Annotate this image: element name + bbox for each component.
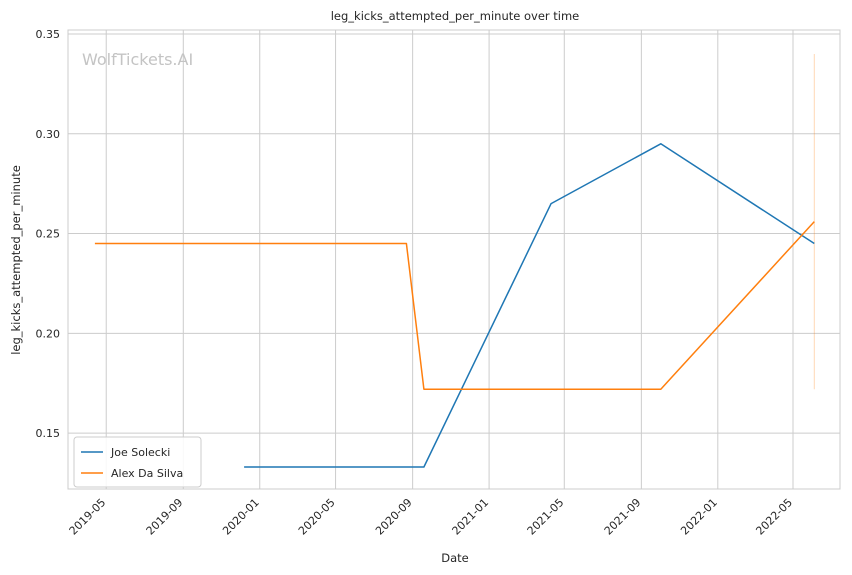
x-tick-label: 2020-05: [296, 496, 338, 538]
plot-area-frame: [67, 29, 841, 490]
x-tick-label: 2019-05: [67, 496, 109, 538]
x-tick-labels: 2019-05 2019-09 2020-01 2020-05 2020-09 2021-…: [67, 496, 795, 538]
series-line-1: [244, 143, 815, 468]
chart-title: leg_kicks_attempted_per_minute over time: [331, 9, 580, 23]
legend-label: Joe Solecki: [110, 446, 170, 459]
x-tick-label: 2022-05: [753, 496, 795, 538]
watermark-text: WolfTickets.AI: [82, 50, 193, 69]
y-gridlines: [68, 33, 840, 434]
legend-box: [73, 436, 202, 488]
x-tick-label: 2021-05: [525, 496, 567, 538]
x-tick-label: 2021-09: [602, 496, 644, 538]
x-axis-title: Date: [441, 551, 469, 565]
y-tick-label: 0.20: [36, 327, 61, 340]
legend-label: Alex Da Silva: [111, 467, 183, 480]
legend: Joe Solecki Alex Da Silva: [73, 436, 202, 488]
x-tick-label: 2022-01: [678, 496, 720, 538]
x-gridlines: [105, 30, 794, 489]
y-tick-labels: 0.15 0.20 0.25 0.30 0.35: [36, 28, 61, 440]
y-axis-title: leg_kicks_attempted_per_minute: [9, 165, 23, 355]
x-tick-label: 2021-01: [450, 496, 492, 538]
x-tick-label: 2020-01: [220, 496, 262, 538]
series-lines: [94, 143, 815, 468]
y-tick-label: 0.15: [36, 427, 61, 440]
x-tick-label: 2019-09: [144, 496, 186, 538]
series-line-2: [94, 221, 815, 390]
x-tick-label: 2020-09: [373, 496, 415, 538]
y-tick-label: 0.25: [36, 228, 61, 241]
y-tick-label: 0.35: [36, 28, 61, 41]
y-tick-label: 0.30: [36, 128, 61, 141]
